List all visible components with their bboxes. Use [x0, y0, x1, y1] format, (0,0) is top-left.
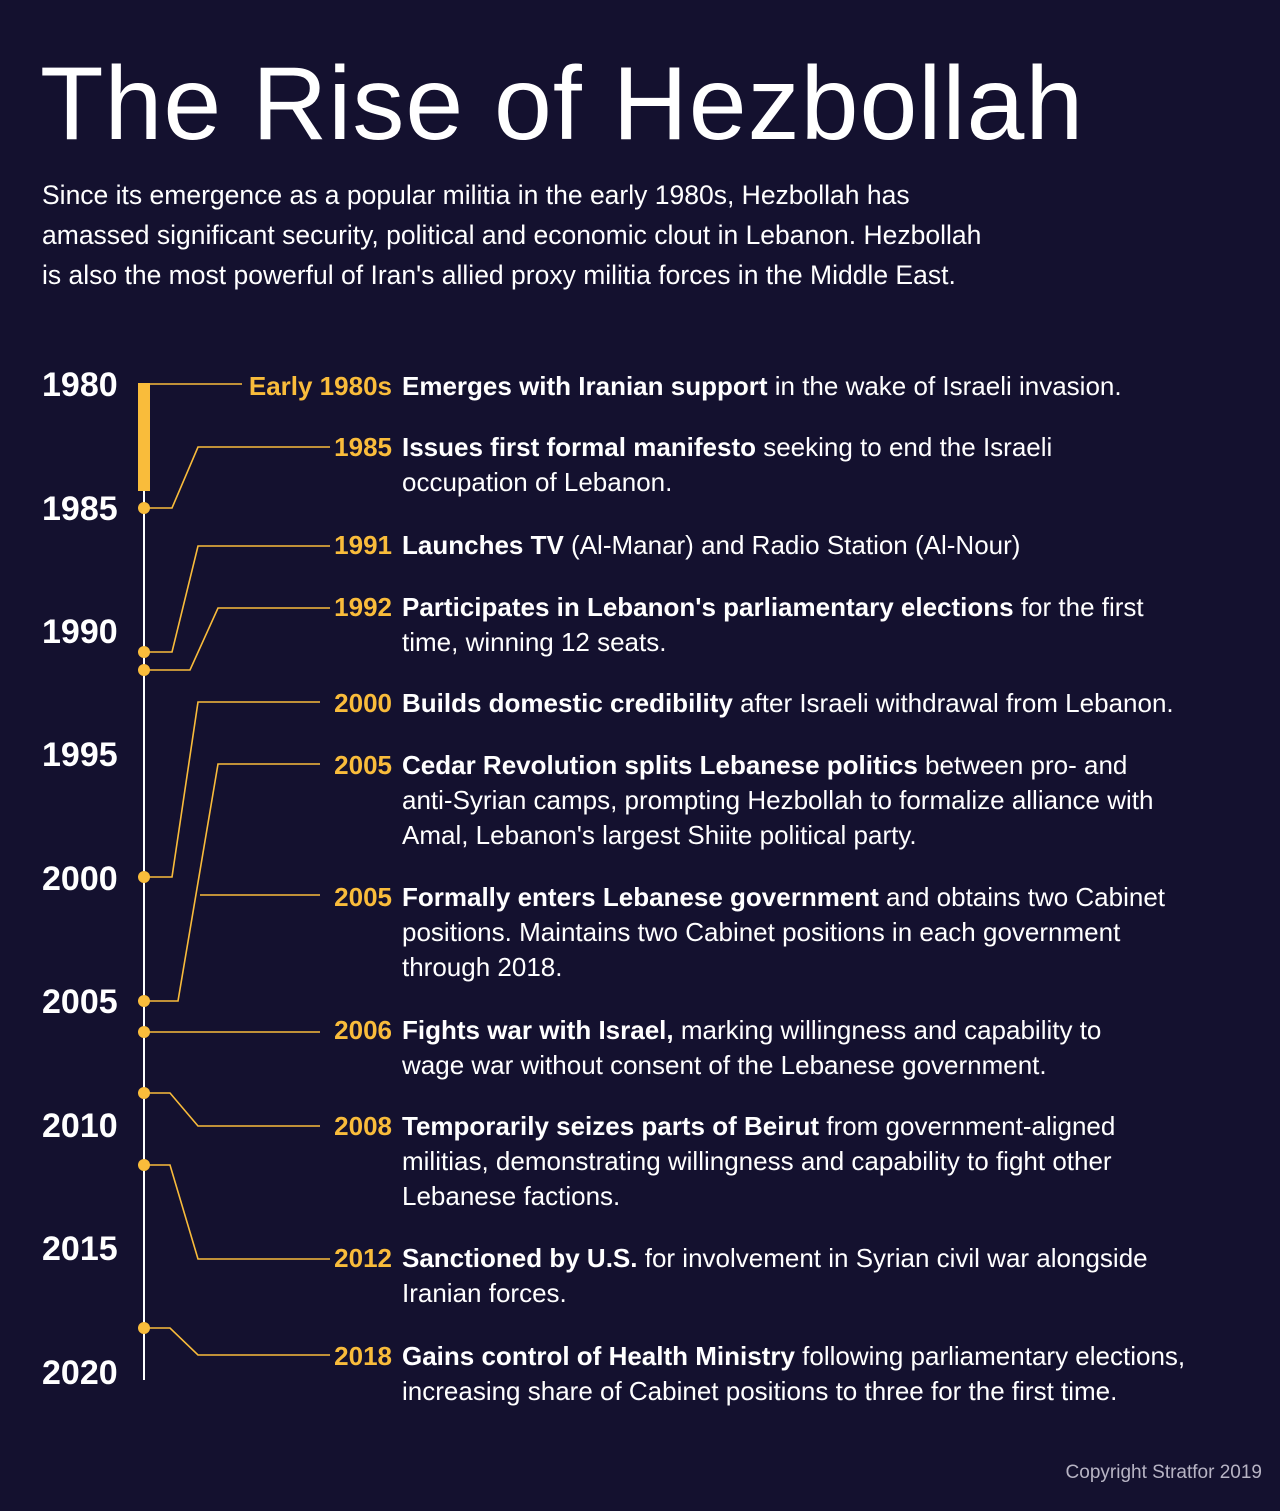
timeline-event: 2008 Temporarily seizes parts of Beirut … [230, 1109, 1260, 1214]
connector-line [144, 763, 320, 1002]
event-year: 1991 [334, 530, 392, 560]
event-detail: after Israeli withdrawal from Lebanon. [732, 688, 1174, 718]
event-dots [138, 502, 150, 1334]
intro-line: amassed significant security, political … [42, 220, 982, 250]
event-headline: Gains control of Health Ministry [402, 1341, 795, 1371]
event-detail: seeking to end the Israeli occupation of… [402, 432, 1053, 497]
intro-line: is also the most powerful of Iran's alli… [42, 260, 956, 290]
timeline-event: 2005 Cedar Revolution splits Lebanese po… [230, 748, 1260, 853]
event-detail: between pro- and anti-Syrian camps, prom… [402, 750, 1154, 850]
timeline-event: 2012 Sanctioned by U.S. for involvement … [230, 1241, 1260, 1311]
event-year: 1992 [334, 592, 392, 622]
event-dot [138, 502, 150, 514]
event-year: 2008 [334, 1111, 392, 1141]
event-dot [138, 995, 150, 1007]
event-headline: Temporarily seizes parts of Beirut [402, 1111, 820, 1141]
event-dot [138, 664, 150, 676]
axis-year-label: 2010 [42, 1107, 118, 1145]
intro-paragraph: Since its emergence as a popular militia… [42, 175, 1172, 295]
event-headline: Participates in Lebanon's parliamentary … [402, 592, 1014, 622]
event-year: Early 1980s [248, 371, 392, 401]
connector-line [144, 607, 330, 671]
timeline-event: Early 1980s Emerges with Iranian support… [230, 369, 1260, 404]
timeline-event: 2000 Builds domestic credibility after I… [230, 686, 1260, 721]
event-year: 2012 [334, 1243, 392, 1273]
event-year: 2005 [334, 750, 392, 780]
event-detail: and obtains two Cabinet positions. Maint… [402, 882, 1166, 982]
event-year: 2000 [334, 688, 392, 718]
event-headline: Emerges with Iranian support [402, 371, 768, 401]
axis-year-label: 2005 [42, 983, 118, 1021]
connector-line [144, 446, 330, 509]
event-detail: for involvement in Syrian civil war alon… [402, 1243, 1148, 1308]
axis-year-label: 2015 [42, 1230, 118, 1268]
timeline-event: 1992 Participates in Lebanon's parliamen… [230, 590, 1260, 660]
event-headline: Fights war with Israel, [402, 1015, 674, 1045]
connector-line [144, 1164, 330, 1260]
event-dot [138, 1026, 150, 1038]
event-year: 1985 [334, 432, 392, 462]
event-headline: Cedar Revolution splits Lebanese politic… [402, 750, 918, 780]
connector-lines [144, 383, 330, 1356]
timeline-event: 1991 Launches TV (Al-Manar) and Radio St… [230, 528, 1260, 563]
event-year: 2005 [334, 882, 392, 912]
event-headline: Formally enters Lebanese government [402, 882, 879, 912]
event-detail: following parliamentary elections, incre… [402, 1341, 1186, 1406]
event-detail: for the first time, winning 12 seats. [402, 592, 1144, 657]
event-detail: marking willingness and capability to wa… [402, 1015, 1102, 1080]
event-headline: Builds domestic credibility [402, 688, 733, 718]
event-headline: Issues first formal manifesto [402, 432, 756, 462]
timeline-event: 1985 Issues first formal manifesto seeki… [230, 430, 1260, 500]
event-dot [138, 1087, 150, 1099]
event-year: 2018 [334, 1341, 392, 1371]
event-dot [138, 646, 150, 658]
connector-line [144, 1092, 320, 1127]
axis-year-label: 2020 [42, 1354, 118, 1392]
event-detail: in the wake of Israeli invasion. [767, 371, 1122, 401]
page-title: The Rise of Hezbollah [40, 46, 1085, 162]
event-headline: Sanctioned by U.S. [402, 1243, 638, 1273]
event-headline: Launches TV [402, 530, 564, 560]
timeline-event: 2005 Formally enters Lebanese government… [230, 880, 1260, 985]
connector-line [144, 1327, 330, 1356]
axis-year-label: 1995 [42, 736, 118, 774]
timeline-event: 2006 Fights war with Israel, marking wil… [230, 1013, 1260, 1083]
axis-year-label: 2000 [42, 860, 118, 898]
event-detail: (Al-Manar) and Radio Station (Al-Nour) [563, 530, 1021, 560]
connector-line [144, 701, 320, 878]
early-1980s-period-bar [138, 383, 150, 491]
axis-year-label: 1990 [42, 613, 118, 651]
copyright-notice: Copyright Stratfor 2019 [1065, 1462, 1262, 1483]
event-dot [138, 1322, 150, 1334]
axis-year-label: 1985 [42, 490, 118, 528]
event-dot [138, 1159, 150, 1171]
event-year: 2006 [334, 1015, 392, 1045]
intro-line: Since its emergence as a popular militia… [42, 180, 910, 210]
connector-line [144, 545, 330, 653]
event-detail: from government-aligned militias, demons… [402, 1111, 1116, 1211]
event-dot [138, 871, 150, 883]
axis-year-label: 1980 [42, 366, 118, 404]
timeline-event: 2018 Gains control of Health Ministry fo… [230, 1339, 1260, 1409]
